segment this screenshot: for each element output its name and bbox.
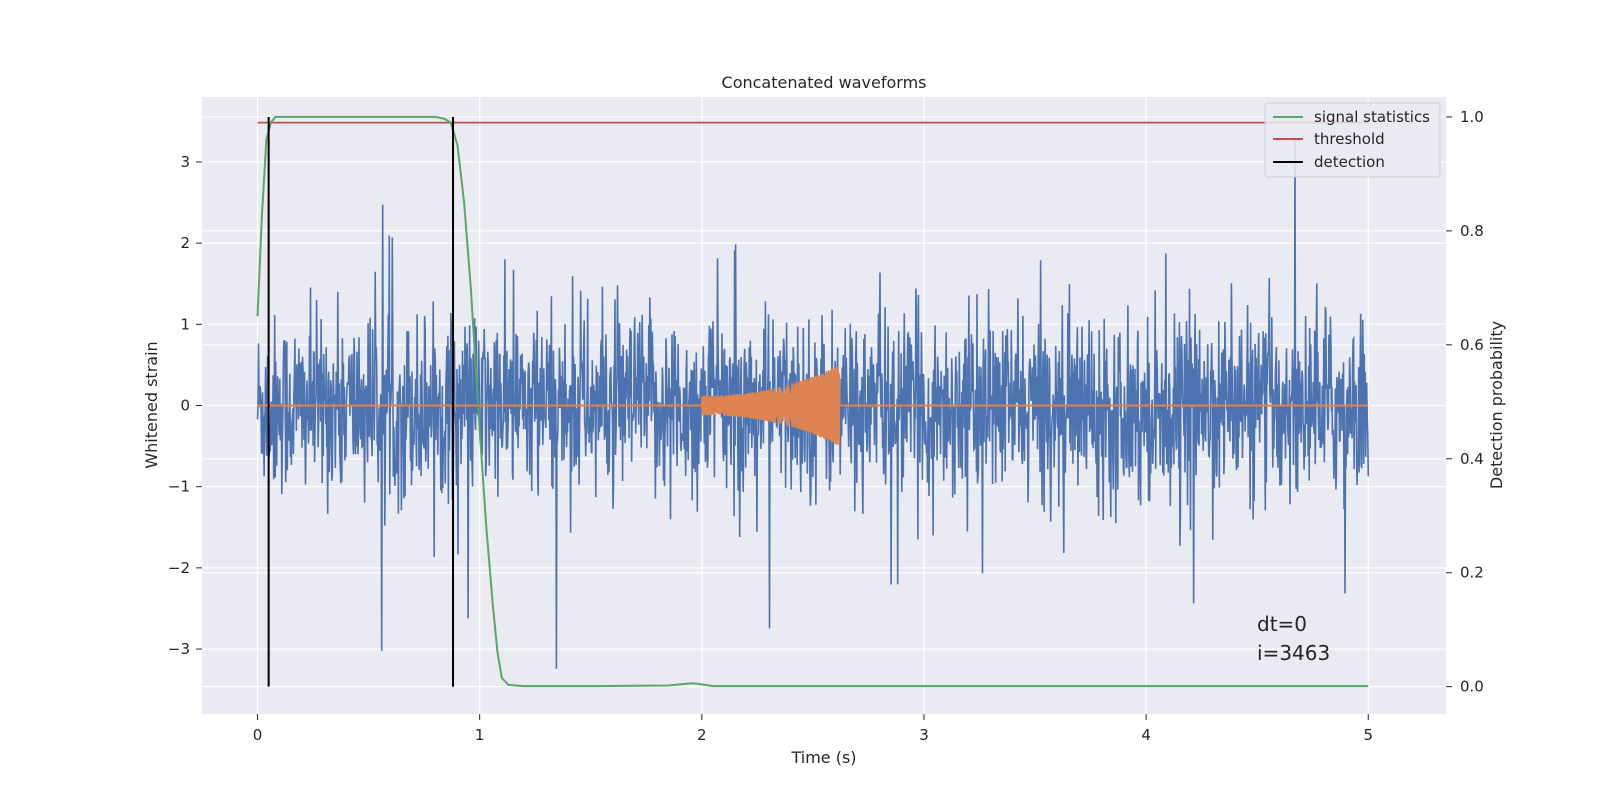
y-right-tick-label: 0.8 [1460,222,1484,240]
x-tick-label: 0 [253,726,263,744]
series-signal-chirp [701,366,841,445]
x-tick-label: 5 [1363,726,1373,744]
legend-label-threshold: threshold [1314,130,1385,148]
y-left-tick-label: 0 [180,397,190,415]
x-tick-label: 3 [919,726,929,744]
legend: signal statistics threshold detection [1264,102,1441,178]
x-tick-label: 2 [697,726,707,744]
x-tick-label: 4 [1141,726,1151,744]
y-right-tick-label: 0.0 [1460,678,1484,696]
annotation: dt=0 i=3463 [1257,612,1330,665]
legend-label-detection: detection [1314,153,1385,171]
y-left-tick-label: 2 [180,234,190,252]
legend-box [1264,102,1441,178]
y-left-tick-label: −1 [168,478,190,496]
chart-title: Concatenated waveforms [722,73,927,92]
y-left-tick-label: −2 [168,559,190,577]
y-left-tick-label: −3 [168,640,190,658]
annotation-line-1: dt=0 [1257,612,1307,636]
x-tick-label: 1 [475,726,485,744]
annotation-line-2: i=3463 [1257,641,1330,665]
y-right-tick-label: 0.4 [1460,450,1484,468]
x-axis-label: Time (s) [790,748,856,767]
legend-label-signal-statistics: signal statistics [1314,108,1430,126]
plot-layer [256,115,1370,688]
y-axis-left-label: Whitened strain [142,341,161,468]
y-right-tick-label: 0.2 [1460,564,1484,582]
y-left-tick-label: 3 [180,153,190,171]
ticks: 0 1 2 3 4 5 −3 −2 −1 0 1 2 3 0.0 0.2 0.4 0.6 0.8 1.0 [168,108,1484,744]
y-axis-right-label: Detection probability [1487,321,1506,489]
y-left-tick-label: 1 [180,315,190,333]
y-right-tick-label: 0.6 [1460,336,1484,354]
y-right-tick-label: 1.0 [1460,108,1484,126]
series-signal-statistics-line [256,115,1369,688]
